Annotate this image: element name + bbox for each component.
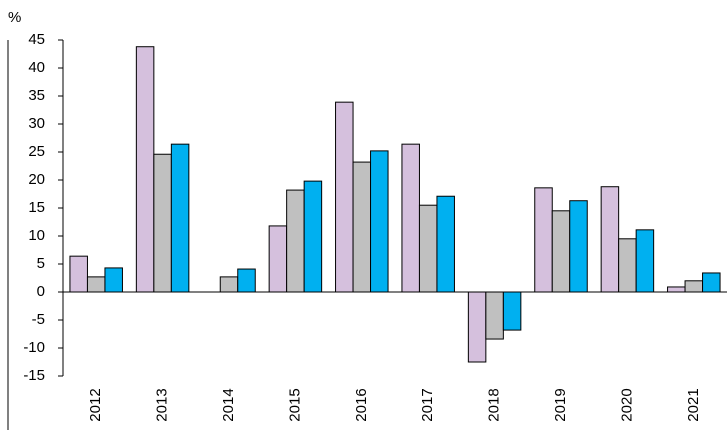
bar [569,200,588,293]
bar [303,180,323,293]
bar [401,143,420,293]
bar [335,101,354,293]
y-tick-label: -5 [32,311,45,328]
x-tick-label: 2016 [353,388,370,421]
bar [600,186,620,293]
bar [502,291,522,331]
bar [170,143,190,293]
y-tick-label: 0 [37,283,45,300]
bar [684,280,704,293]
bar [237,268,256,293]
y-tick-label: -15 [23,367,45,384]
bar [268,225,288,293]
y-axis-label: % [8,9,21,26]
bar [286,189,305,293]
y-tick-label: 5 [37,255,45,272]
bar [219,276,239,293]
x-tick-label: 2015 [286,388,303,421]
bar [153,153,172,293]
x-tick-label: 2021 [685,388,702,421]
y-tick-label: 40 [28,59,45,76]
bar [485,291,504,340]
x-tick-label: 2017 [419,388,436,421]
bar [86,276,106,293]
bar [69,255,88,293]
bar [534,187,553,293]
y-tick-label: 15 [28,199,45,216]
bar [135,46,155,293]
y-tick-label: 10 [28,227,45,244]
x-tick-label: 2019 [552,388,569,421]
x-tick-label: 2020 [618,388,635,421]
bar [551,210,571,293]
y-tick-label: 45 [28,31,45,48]
y-tick-label: 35 [28,87,45,104]
bar [618,238,637,293]
x-tick-label: 2018 [486,388,503,421]
bar [467,291,487,363]
x-tick-label: 2013 [154,388,171,421]
y-tick-label: 25 [28,143,45,160]
bar [352,161,372,293]
x-tick-label: 2014 [220,388,237,421]
y-tick-label: 20 [28,171,45,188]
bar [418,204,438,293]
bar [104,267,123,293]
x-tick-label: 2012 [87,388,104,421]
bar [436,195,455,293]
bar [635,229,655,293]
y-tick-label: 30 [28,115,45,132]
bar [370,150,389,293]
bar [702,272,721,293]
y-tick-label: -10 [23,339,45,356]
bar [667,286,686,293]
